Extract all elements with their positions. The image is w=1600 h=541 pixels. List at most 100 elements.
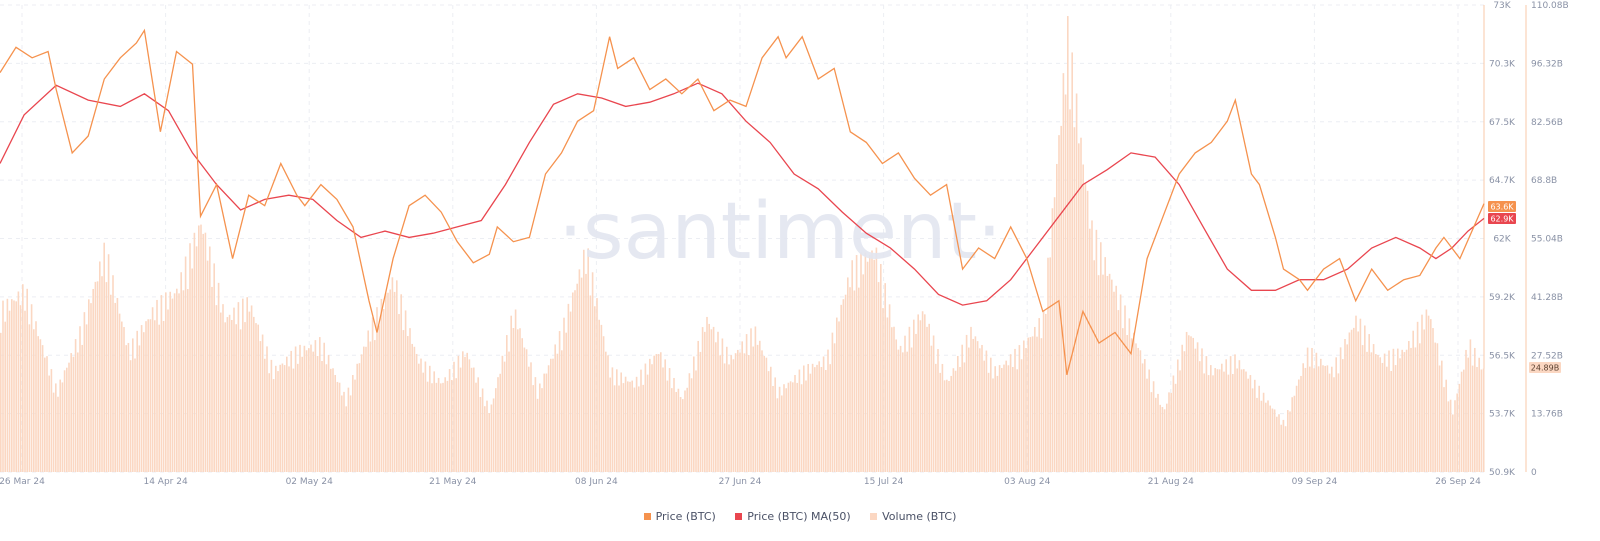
volume-bar (565, 332, 567, 472)
volume-bar (165, 292, 167, 472)
volume-bar (167, 309, 169, 472)
volume-bar (1119, 294, 1122, 472)
volume-bar (781, 395, 783, 472)
volume-bar (594, 306, 596, 472)
volume-bar (206, 260, 209, 472)
volume-bar (957, 355, 959, 472)
volume-tick-label: 27.52B (1531, 351, 1563, 361)
legend-price[interactable]: Price (BTC) (643, 510, 716, 523)
volume-bar (1423, 329, 1425, 472)
volume-bar (99, 261, 101, 472)
volume-bar (1313, 368, 1315, 472)
volume-bar (1225, 359, 1227, 472)
volume-bar (622, 383, 625, 472)
volume-bar (48, 375, 50, 472)
volume-bar (158, 324, 160, 472)
volume-bar (409, 328, 411, 472)
volume-bar (1117, 310, 1120, 472)
volume-bar (281, 363, 284, 472)
volume-bar (323, 342, 325, 472)
volume-bar (1436, 343, 1439, 472)
volume-bar (1383, 353, 1386, 472)
volume-bar (556, 353, 559, 472)
volume-bar (1016, 369, 1018, 472)
volume-bar (365, 346, 367, 472)
volume-bar (455, 378, 457, 472)
volume-bar (345, 406, 347, 472)
volume-bar (1172, 375, 1175, 472)
volume-bar (226, 317, 229, 472)
volume-bar (580, 277, 583, 472)
volume-bar (393, 291, 396, 472)
volume-bar (1067, 16, 1069, 472)
volume-bar (50, 369, 53, 472)
volume-bar (536, 398, 539, 472)
volume-bar (369, 341, 372, 472)
volume-bar (325, 364, 328, 472)
volume-bar (61, 382, 64, 472)
volume-bar (39, 339, 42, 472)
volume-bar (510, 315, 512, 472)
volume-bar (1375, 354, 1377, 472)
volume-bar (587, 248, 589, 472)
volume-bar (1124, 305, 1126, 472)
volume-bar (748, 355, 750, 472)
volume-bar (664, 359, 666, 472)
volume-tick-label: 55.04B (1531, 235, 1563, 245)
volume-bar (1071, 52, 1073, 473)
volume-bar (946, 379, 948, 472)
volume-bar (1078, 143, 1080, 472)
volume-bar (820, 367, 823, 472)
volume-bar (1480, 369, 1483, 472)
volume-bar (770, 366, 772, 472)
volume-bar (662, 367, 664, 472)
volume-bar (939, 372, 941, 472)
volume-bar (1025, 348, 1027, 472)
volume-bar (407, 336, 409, 472)
volume-bar (202, 233, 204, 472)
volume-bar (198, 225, 200, 472)
volume-bar (886, 317, 889, 472)
volume-bar (1161, 406, 1164, 472)
volume-bar (444, 377, 446, 472)
volume-bar (917, 314, 919, 472)
volume-bar (1403, 352, 1406, 472)
volume-bar (134, 358, 136, 472)
legend: Price (BTC) Price (BTC) MA(50) Volume (B… (0, 510, 1600, 523)
volume-bar (380, 298, 383, 472)
volume-bar (677, 388, 680, 472)
legend-volume-label: Volume (BTC) (882, 510, 957, 523)
legend-volume[interactable]: Volume (BTC) (870, 510, 956, 523)
volume-bar (829, 364, 831, 472)
volume-bar (178, 293, 180, 472)
volume-bar (651, 364, 653, 472)
volume-bar (1183, 351, 1186, 472)
volume-bar (800, 384, 803, 472)
volume-bar (389, 289, 391, 472)
volume-bar (950, 375, 952, 472)
volume-bar (1203, 373, 1205, 472)
x-tick-label: 09 Sep 24 (1292, 477, 1338, 487)
volume-bar (248, 311, 251, 472)
volume-bar (1148, 369, 1150, 472)
legend-price-swatch (643, 513, 651, 520)
legend-ma[interactable]: Price (BTC) MA(50) (735, 510, 851, 523)
volume-bar (541, 388, 543, 472)
volume-bar (869, 254, 871, 472)
volume-bar (1388, 350, 1390, 472)
volume-bar (422, 372, 424, 472)
volume-bar (1293, 395, 1296, 472)
legend-volume-swatch (870, 513, 878, 520)
volume-bar (1128, 318, 1131, 472)
volume-bar (292, 368, 295, 472)
volume-bar (866, 261, 869, 472)
volume-bar (653, 355, 655, 472)
volume-bar (1397, 348, 1399, 472)
volume-bar (1240, 369, 1243, 472)
volume-bar (519, 328, 521, 472)
volume-bar (72, 356, 75, 472)
volume-bar (750, 328, 752, 472)
volume-bar (649, 358, 651, 472)
volume-bar (1342, 359, 1344, 472)
